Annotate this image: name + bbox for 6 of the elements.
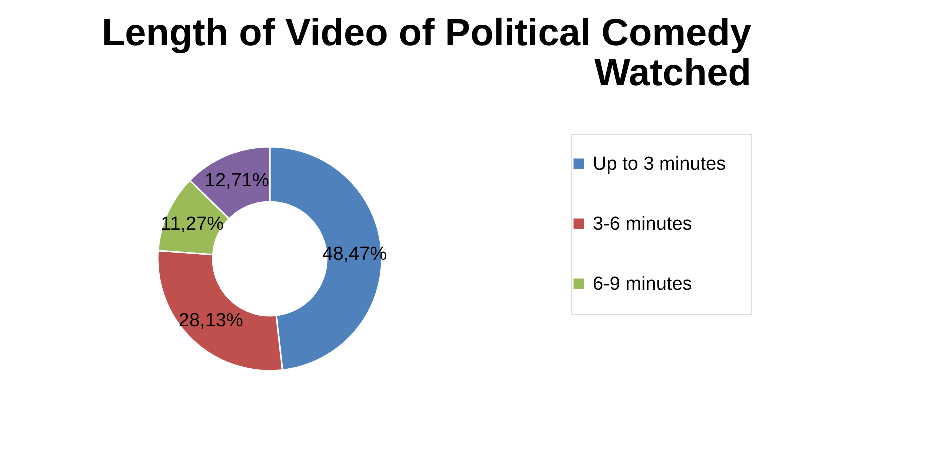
legend-label: Up to 3 minutes	[593, 154, 726, 175]
data-label: 28,13%	[178, 310, 244, 332]
data-label: 12,71%	[204, 170, 270, 192]
legend-label: 3-6 minutes	[593, 214, 692, 235]
legend-label: 6-9 minutes	[593, 274, 692, 295]
chart-title: Length of Video of Political Comedy Watched	[102, 12, 752, 94]
